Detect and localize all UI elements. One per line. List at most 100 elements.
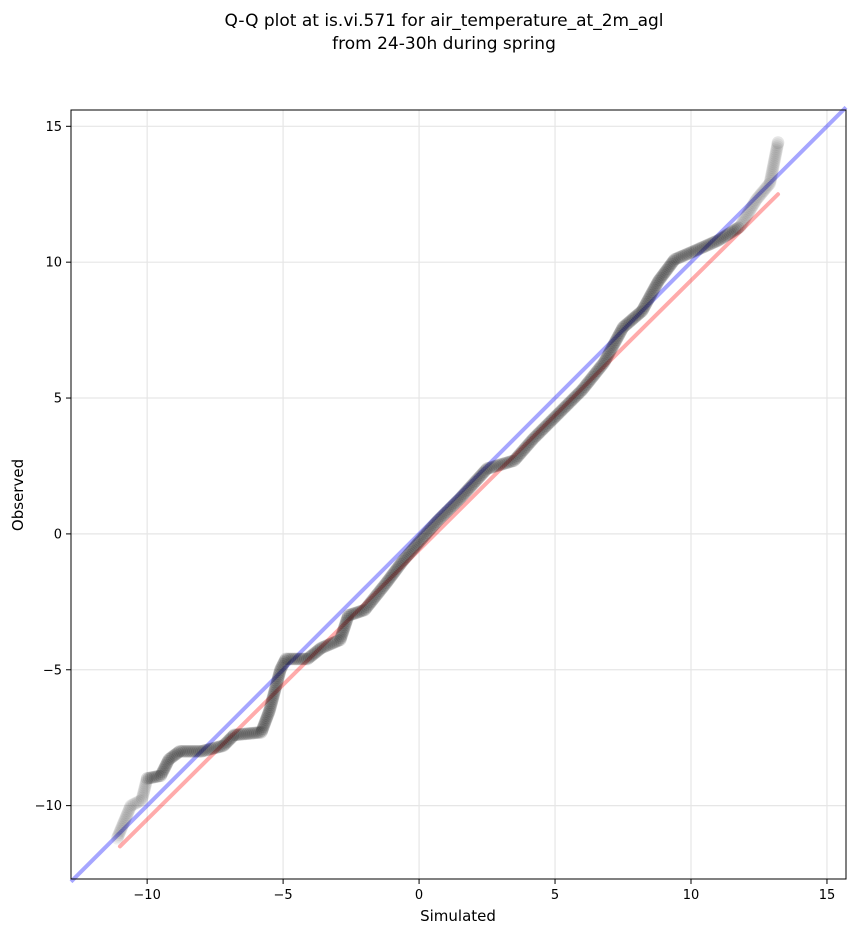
qq-point — [287, 652, 301, 666]
qq-point — [415, 532, 429, 546]
qq-point — [311, 644, 325, 657]
qq-point — [235, 727, 249, 741]
qq-point — [328, 636, 341, 649]
qq-point — [398, 551, 412, 565]
qq-point — [441, 503, 455, 517]
qq-point — [492, 458, 506, 472]
qq-point — [351, 606, 364, 619]
qq-point — [339, 616, 353, 630]
qq-point — [257, 720, 270, 734]
qq-point — [696, 240, 710, 254]
qq-point — [510, 451, 524, 464]
chart-title-line1: Q-Q plot at is.vi.571 for air_temperatur… — [224, 11, 663, 31]
qq-point — [179, 744, 193, 758]
qq-point — [223, 732, 237, 746]
qq-point — [256, 722, 270, 735]
qq-point — [259, 715, 272, 728]
qq-point — [545, 413, 559, 427]
qq-point — [268, 682, 282, 696]
qq-point — [498, 457, 511, 470]
qq-point — [439, 506, 452, 520]
qq-point — [655, 270, 669, 283]
qq-point — [637, 301, 651, 314]
qq-point — [418, 529, 431, 543]
qq-point — [362, 598, 375, 612]
qq-point — [716, 230, 730, 244]
qq-point — [638, 299, 652, 313]
qq-point — [165, 750, 179, 764]
qq-point — [164, 751, 177, 765]
qq-point — [420, 526, 434, 540]
qq-point — [618, 319, 631, 333]
qq-point — [275, 659, 289, 673]
qq-point — [616, 321, 630, 334]
qq-point — [538, 420, 552, 434]
qq-point — [274, 661, 288, 675]
qq-point — [293, 652, 306, 666]
qq-point — [115, 821, 129, 834]
qq-point — [266, 690, 280, 704]
fit-line — [117, 192, 781, 849]
qq-point — [560, 399, 573, 412]
qq-point — [463, 481, 476, 495]
qq-point — [402, 547, 416, 561]
qq-point — [482, 461, 496, 475]
qq-point — [622, 316, 636, 329]
qq-point — [313, 642, 326, 656]
qq-point — [433, 512, 446, 526]
qq-point — [446, 499, 459, 513]
qq-point — [215, 740, 228, 753]
qq-point — [262, 706, 276, 719]
qq-point — [702, 238, 716, 251]
y-tick-label: 10 — [45, 256, 62, 271]
qq-point — [257, 718, 271, 732]
qq-point — [427, 518, 441, 532]
qq-point — [229, 728, 243, 742]
qq-point — [615, 322, 629, 336]
qq-point — [532, 426, 546, 440]
qq-point — [249, 726, 262, 740]
qq-point — [158, 762, 171, 775]
qq-point — [338, 620, 351, 634]
reference-line-1to1 — [69, 105, 848, 884]
qq-point — [429, 517, 442, 530]
qq-point — [458, 486, 472, 499]
x-tick-label: 0 — [415, 888, 423, 903]
qq-point — [173, 744, 187, 758]
qq-point — [447, 498, 461, 511]
qq-point — [171, 746, 185, 759]
qq-point — [456, 489, 469, 502]
qq-point — [119, 810, 133, 823]
qq-point — [449, 496, 462, 510]
qq-point — [768, 153, 781, 167]
qq-point — [652, 274, 665, 288]
qq-point — [751, 191, 764, 205]
qq-point — [723, 226, 737, 240]
qq-point — [384, 570, 398, 583]
qq-point — [522, 437, 536, 450]
qq-point — [736, 215, 750, 229]
qq-point — [437, 508, 451, 521]
qq-point — [525, 434, 539, 447]
qq-point — [764, 171, 778, 184]
qq-point — [661, 262, 674, 276]
qq-point — [494, 458, 507, 471]
qq-point — [401, 548, 415, 562]
qq-point — [218, 738, 231, 751]
qq-point — [475, 468, 488, 481]
qq-point — [382, 573, 396, 587]
qq-point — [181, 744, 194, 758]
qq-point — [614, 324, 628, 338]
qq-point — [490, 459, 504, 473]
qq-point — [124, 799, 138, 812]
qq-point — [518, 441, 532, 455]
qq-point — [278, 654, 292, 668]
qq-point — [137, 784, 151, 797]
qq-point — [431, 514, 445, 527]
qq-point — [557, 402, 570, 415]
qq-point — [731, 221, 745, 235]
qq-point — [725, 225, 738, 239]
qq-point — [268, 684, 281, 698]
qq-point — [283, 652, 297, 666]
qq-point — [478, 465, 491, 478]
